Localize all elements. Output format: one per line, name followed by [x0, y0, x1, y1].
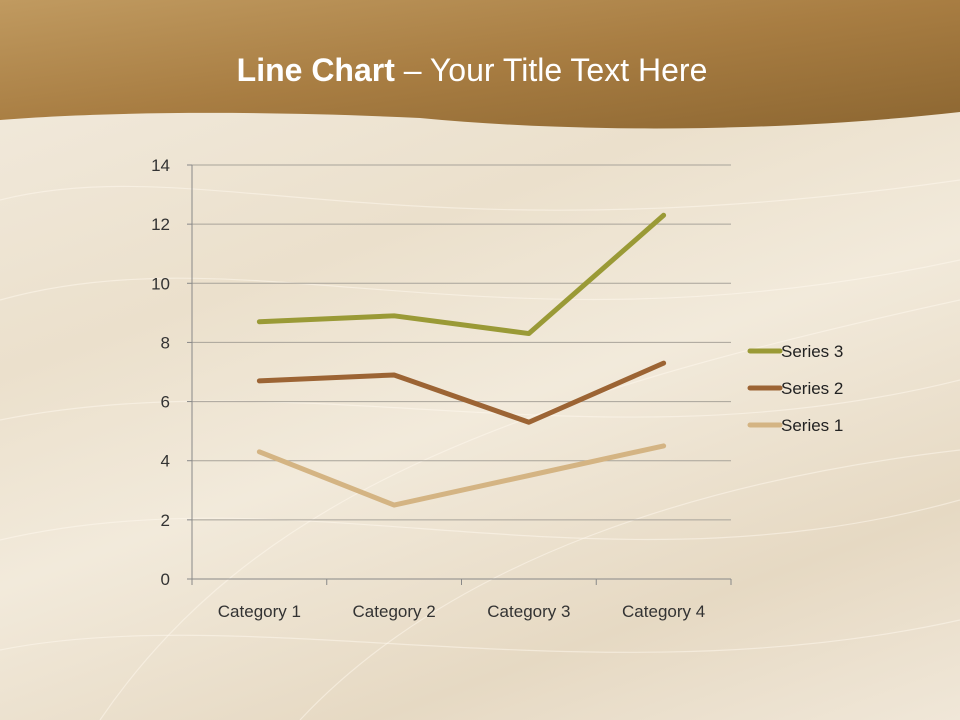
title-banner [0, 0, 960, 129]
x-tick-label: Category 4 [622, 602, 705, 621]
y-tick-label: 8 [161, 333, 170, 352]
y-tick-label: 4 [161, 452, 170, 471]
y-tick-label: 0 [161, 570, 170, 589]
series-line-2 [256, 360, 667, 425]
series-line-1 [256, 443, 667, 508]
y-tick-label: 12 [151, 215, 170, 234]
y-tick-label: 14 [151, 156, 170, 175]
y-tick-label: 2 [161, 511, 170, 530]
x-tick-label: Category 1 [218, 602, 301, 621]
y-tick-label: 6 [161, 393, 170, 412]
legend-label: Series 1 [781, 416, 843, 435]
legend-label: Series 3 [781, 342, 843, 361]
x-tick-label: Category 2 [353, 602, 436, 621]
legend-label: Series 2 [781, 379, 843, 398]
x-tick-label: Category 3 [487, 602, 570, 621]
y-tick-label: 10 [151, 274, 170, 293]
series-line-3 [256, 212, 667, 337]
slide-title: Line Chart – Your Title Text Here [236, 52, 708, 88]
